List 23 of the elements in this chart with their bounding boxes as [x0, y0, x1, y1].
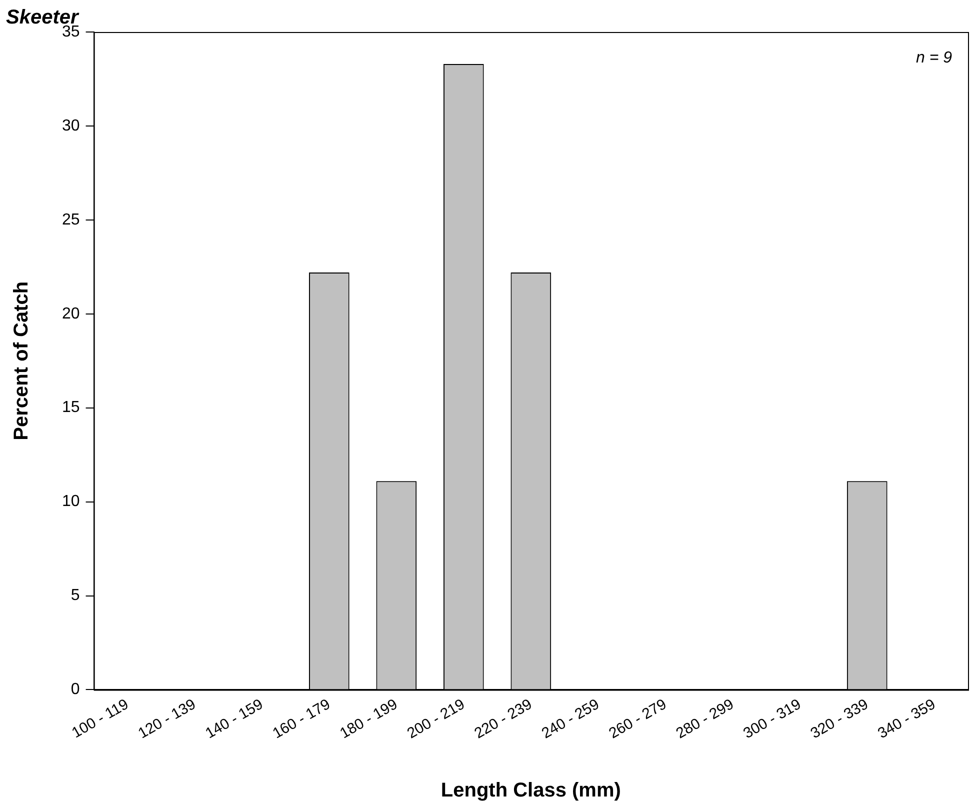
- x-tick-label: 120 - 139: [135, 696, 199, 742]
- y-tick-label: 20: [62, 305, 80, 322]
- y-tick-label: 10: [62, 493, 80, 510]
- y-tick-label: 5: [70, 587, 80, 604]
- x-tick-label: 160 - 179: [270, 696, 334, 742]
- x-tick-label: 100 - 119: [69, 696, 132, 742]
- x-tick-label: 180 - 199: [337, 696, 400, 742]
- y-tick-label: 15: [62, 399, 80, 416]
- x-tick-label: 220 - 239: [472, 696, 535, 742]
- x-tick-label: 340 - 359: [875, 696, 938, 742]
- y-tick-label: 0: [70, 681, 80, 698]
- x-tick-label: 280 - 299: [673, 696, 737, 742]
- x-tick-label: 140 - 159: [202, 696, 266, 742]
- x-tick-label: 320 - 339: [808, 696, 872, 742]
- x-axis-title: Length Class (mm): [440, 780, 621, 802]
- x-tick-label: 240 - 259: [538, 696, 602, 742]
- y-tick-label: 30: [62, 117, 80, 134]
- x-tick-label: 200 - 219: [404, 696, 468, 742]
- y-axis-title: Percent of Catch: [10, 281, 33, 440]
- x-tick-label: 300 - 319: [740, 696, 804, 742]
- x-tick-label: 260 - 279: [606, 696, 670, 742]
- annotation: n = 9: [916, 49, 952, 66]
- y-tick-label: 25: [62, 211, 80, 228]
